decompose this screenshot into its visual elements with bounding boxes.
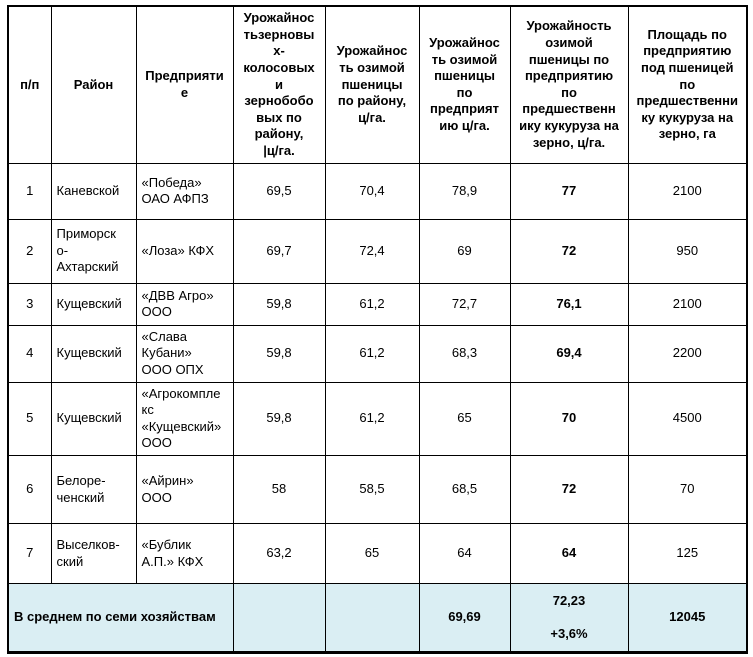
- cell-yield-wheat-after-corn: 64: [509, 523, 629, 584]
- cell-num: 7: [7, 523, 52, 584]
- cell-district: Каневской: [50, 162, 137, 220]
- cell-yield-wheat-district: 61,2: [324, 381, 420, 456]
- header-area-after-corn: Площадь по предприятию под пшеницей по п…: [627, 5, 748, 164]
- summary-yield-wheat-after-corn-avg: 72,23 +3,6%: [509, 583, 629, 653]
- cell-yield-wheat-after-corn: 77: [509, 162, 629, 220]
- cell-yield-wheat-after-corn: 72: [509, 218, 629, 284]
- header-yield-cereals-district: Урожайнос тьзерновы х- колосовых и зерно…: [232, 5, 326, 164]
- cell-district: Кущевский: [50, 324, 137, 383]
- cell-area-after-corn: 4500: [627, 381, 748, 456]
- summary-yield-wheat-enterprise-avg: 69,69: [418, 583, 511, 653]
- cell-yield-wheat-enterprise: 65: [418, 381, 511, 456]
- cell-yield-wheat-after-corn: 72: [509, 455, 629, 524]
- cell-num: 6: [7, 455, 52, 524]
- cell-enterprise: «Бублик А.П.» КФХ: [135, 523, 234, 584]
- cell-yield-wheat-enterprise: 72,7: [418, 282, 511, 326]
- header-yield-wheat-enterprise: Урожайнос ть озимой пшеницы по предприят…: [418, 5, 511, 164]
- cell-yield-cereals-district: 58: [232, 455, 326, 524]
- cell-area-after-corn: 950: [627, 218, 748, 284]
- cell-yield-wheat-after-corn: 76,1: [509, 282, 629, 326]
- header-num: п/п: [7, 5, 52, 164]
- table-row: 3 Кущевский «ДВВ Агро» ООО 59,8 61,2 72,…: [7, 282, 748, 326]
- cell-enterprise: «Агрокомпле кс «Кущевский» ООО: [135, 381, 234, 456]
- table-row: 1 Каневской «Победа» ОАО АФПЗ 69,5 70,4 …: [7, 162, 748, 220]
- cell-num: 4: [7, 324, 52, 383]
- cell-num: 3: [7, 282, 52, 326]
- table-row: 2 Приморск о- Ахтарский «Лоза» КФХ 69,7 …: [7, 218, 748, 284]
- cell-yield-wheat-after-corn: 70: [509, 381, 629, 456]
- summary-empty-cell: [232, 583, 326, 653]
- cell-area-after-corn: 2100: [627, 162, 748, 220]
- cell-num: 2: [7, 218, 52, 284]
- cell-yield-wheat-enterprise: 69: [418, 218, 511, 284]
- cell-yield-cereals-district: 69,5: [232, 162, 326, 220]
- cell-area-after-corn: 70: [627, 455, 748, 524]
- cell-enterprise: «Айрин» ООО: [135, 455, 234, 524]
- cell-district: Приморск о- Ахтарский: [50, 218, 137, 284]
- cell-district: Кущевский: [50, 381, 137, 456]
- cell-yield-wheat-district: 61,2: [324, 282, 420, 326]
- cell-area-after-corn: 125: [627, 523, 748, 584]
- cell-yield-cereals-district: 59,8: [232, 282, 326, 326]
- cell-enterprise: «ДВВ Агро» ООО: [135, 282, 234, 326]
- summary-area-total: 12045: [627, 583, 748, 653]
- cell-num: 1: [7, 162, 52, 220]
- cell-enterprise: «Слава Кубани» ООО ОПХ: [135, 324, 234, 383]
- cell-yield-wheat-enterprise: 78,9: [418, 162, 511, 220]
- summary-row: В среднем по семи хозяйствам 69,69 72,23…: [7, 583, 748, 653]
- cell-yield-wheat-after-corn: 69,4: [509, 324, 629, 383]
- table-row: 6 Белоре- ченский «Айрин» ООО 58 58,5 68…: [7, 455, 748, 524]
- header-yield-wheat-district: Урожайнос ть озимой пшеницы по району, ц…: [324, 5, 420, 164]
- cell-yield-wheat-district: 65: [324, 523, 420, 584]
- cell-enterprise: «Лоза» КФХ: [135, 218, 234, 284]
- summary-empty-cell: [324, 583, 420, 653]
- cell-district: Белоре- ченский: [50, 455, 137, 524]
- cell-yield-cereals-district: 69,7: [232, 218, 326, 284]
- cell-district: Кущевский: [50, 282, 137, 326]
- header-row: п/п Район Предприяти е Урожайнос тьзерно…: [7, 5, 748, 164]
- cell-enterprise: «Победа» ОАО АФПЗ: [135, 162, 234, 220]
- table-row: 7 Выселков- ский «Бублик А.П.» КФХ 63,2 …: [7, 523, 748, 584]
- header-district: Район: [50, 5, 137, 164]
- cell-yield-cereals-district: 63,2: [232, 523, 326, 584]
- cell-yield-wheat-enterprise: 68,5: [418, 455, 511, 524]
- cell-yield-wheat-district: 72,4: [324, 218, 420, 284]
- cell-yield-cereals-district: 59,8: [232, 324, 326, 383]
- cell-yield-cereals-district: 59,8: [232, 381, 326, 456]
- cell-area-after-corn: 2200: [627, 324, 748, 383]
- summary-label: В среднем по семи хозяйствам: [7, 583, 234, 653]
- cell-yield-wheat-district: 61,2: [324, 324, 420, 383]
- header-yield-wheat-after-corn: Урожайность озимой пшеницы по предприяти…: [509, 5, 629, 164]
- cell-num: 5: [7, 381, 52, 456]
- header-enterprise: Предприяти е: [135, 5, 234, 164]
- cell-district: Выселков- ский: [50, 523, 137, 584]
- cell-yield-wheat-district: 58,5: [324, 455, 420, 524]
- cell-yield-wheat-district: 70,4: [324, 162, 420, 220]
- table-row: 5 Кущевский «Агрокомпле кс «Кущевский» О…: [7, 381, 748, 456]
- cell-yield-wheat-enterprise: 64: [418, 523, 511, 584]
- cell-area-after-corn: 2100: [627, 282, 748, 326]
- yield-table: п/п Район Предприяти е Урожайнос тьзерно…: [7, 5, 748, 654]
- cell-yield-wheat-enterprise: 68,3: [418, 324, 511, 383]
- table-row: 4 Кущевский «Слава Кубани» ООО ОПХ 59,8 …: [7, 324, 748, 383]
